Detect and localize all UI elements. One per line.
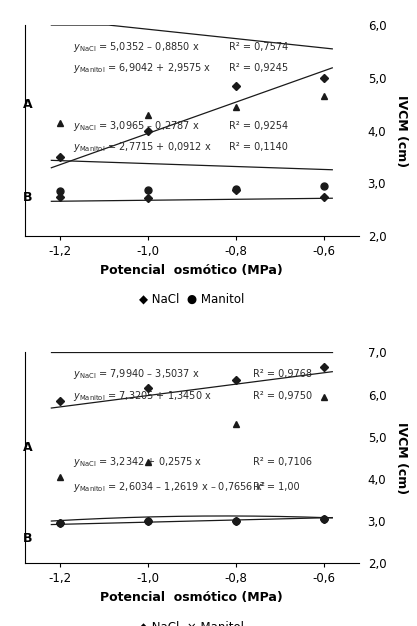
- Text: R² = 1,00: R² = 1,00: [253, 483, 300, 493]
- Text: B: B: [23, 190, 33, 203]
- Text: R² = 0,1140: R² = 0,1140: [229, 143, 288, 153]
- X-axis label: Potencial  osmótico (MPa): Potencial osmótico (MPa): [100, 264, 283, 277]
- Text: B: B: [23, 531, 33, 545]
- Text: $y_{\rm NaCl}$ = 5,0352 – 0,8850 x: $y_{\rm NaCl}$ = 5,0352 – 0,8850 x: [73, 40, 200, 54]
- Text: $y_{\rm NaCl}$ = 3,2342 + 0,2575 x: $y_{\rm NaCl}$ = 3,2342 + 0,2575 x: [73, 455, 202, 469]
- Text: $y_{\rm Manitol}$ = 6,9042 + 2,9575 x: $y_{\rm Manitol}$ = 6,9042 + 2,9575 x: [73, 61, 211, 75]
- Text: R² = 0,9254: R² = 0,9254: [229, 121, 288, 131]
- Text: R² = 0,7106: R² = 0,7106: [253, 457, 312, 467]
- Text: ◆ NaCl  ● Manitol: ◆ NaCl ● Manitol: [139, 293, 244, 306]
- Text: A: A: [23, 441, 33, 454]
- Text: $y_{\rm Manitol}$ = 2,7715 + 0,0912 x: $y_{\rm Manitol}$ = 2,7715 + 0,0912 x: [73, 140, 212, 155]
- Text: R² = 0,9245: R² = 0,9245: [229, 63, 288, 73]
- Text: R² = 0,9768: R² = 0,9768: [253, 369, 312, 379]
- Text: $y_{\rm NaCl}$ = 7,9940 – 3,5037 x: $y_{\rm NaCl}$ = 7,9940 – 3,5037 x: [73, 367, 200, 381]
- Y-axis label: IVCM (cm): IVCM (cm): [394, 95, 407, 167]
- Text: R² = 0,7574: R² = 0,7574: [229, 42, 289, 52]
- Text: $y_{\rm Manitol}$ = 7,3205 + 1,3450 x: $y_{\rm Manitol}$ = 7,3205 + 1,3450 x: [73, 389, 212, 403]
- X-axis label: Potencial  osmótico (MPa): Potencial osmótico (MPa): [100, 591, 283, 604]
- Y-axis label: IVCM (cm): IVCM (cm): [394, 422, 407, 494]
- Text: $y_{\rm Manitol}$ = 2,6034 – 1,2619 x – 0,7656 x²: $y_{\rm Manitol}$ = 2,6034 – 1,2619 x – …: [73, 480, 266, 495]
- Text: $y_{\rm NaCl}$ = 3,0965 – 0,2787 x: $y_{\rm NaCl}$ = 3,0965 – 0,2787 x: [73, 120, 200, 133]
- Text: R² = 0,9750: R² = 0,9750: [253, 391, 312, 401]
- Text: A: A: [23, 98, 33, 111]
- Text: ◆ NaCl  × Manitol: ◆ NaCl × Manitol: [139, 620, 244, 626]
